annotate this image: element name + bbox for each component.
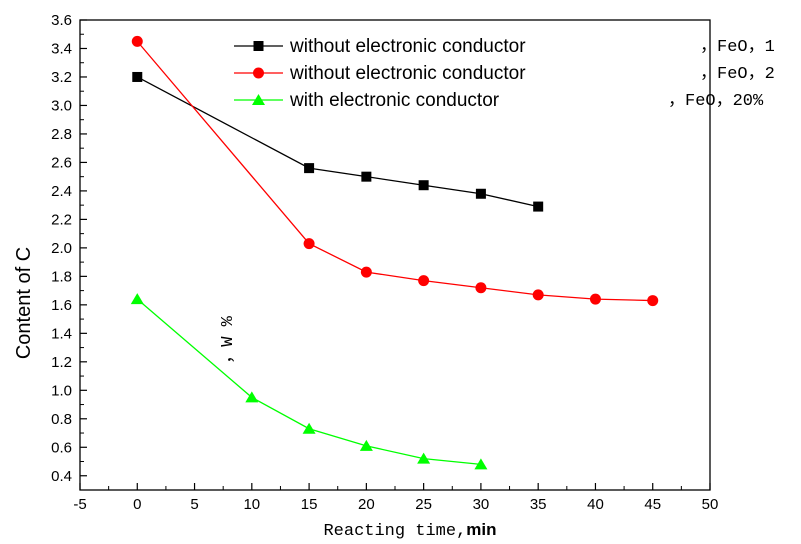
data-point xyxy=(475,282,487,294)
data-point xyxy=(474,458,488,470)
y-tick-label: 0.6 xyxy=(51,439,72,456)
y-tick-label: 2.2 xyxy=(51,211,72,228)
legend-marker xyxy=(253,67,264,79)
y-unit-note: ，W % xyxy=(219,315,238,363)
legend-entry-1: without electronic conductor ，FeO，1 xyxy=(234,36,775,57)
y-axis-label: Content of C xyxy=(13,247,35,359)
x-axis-label: Reacting time,min xyxy=(323,520,496,541)
y-tick-label: 1.6 xyxy=(51,297,72,314)
legend-suffix: ，FeO，1 xyxy=(700,38,775,57)
y-tick-label: 0.8 xyxy=(51,411,72,428)
y-tick-label: 2.0 xyxy=(51,240,72,257)
x-tick-label: 40 xyxy=(587,496,604,513)
data-point xyxy=(532,289,544,301)
x-tick-label: 20 xyxy=(358,496,375,513)
data-point xyxy=(418,275,430,287)
x-axis-label-main: Reacting time, xyxy=(323,522,466,541)
y-tick-label: 2.4 xyxy=(51,183,72,200)
y-tick-label: 3.2 xyxy=(51,69,72,86)
data-point xyxy=(475,188,486,199)
data-point xyxy=(359,439,373,451)
y-tick-label: 1.4 xyxy=(51,325,72,342)
series-2 xyxy=(131,35,659,307)
x-tick-label: 30 xyxy=(473,496,490,513)
y-tick-label: 1.0 xyxy=(51,382,72,399)
legend-label: with electronic conductor xyxy=(289,90,500,111)
y-tick-label: 0.4 xyxy=(51,468,72,485)
x-tick-label: 35 xyxy=(530,496,547,513)
data-point xyxy=(418,180,429,191)
series-3 xyxy=(130,293,488,470)
x-tick-label: 15 xyxy=(301,496,318,513)
legend-suffix: ，FeO，20% xyxy=(668,92,764,111)
x-tick-label: 5 xyxy=(190,496,198,513)
data-point xyxy=(245,391,259,403)
data-point xyxy=(304,163,315,174)
legend-suffix: ，FeO，2 xyxy=(700,65,775,84)
data-point xyxy=(533,201,544,212)
series-line xyxy=(136,298,481,466)
data-point xyxy=(360,266,372,278)
data-point xyxy=(589,293,601,305)
y-tick-label: 2.8 xyxy=(51,126,72,143)
x-tick-label: -5 xyxy=(73,496,86,513)
x-tick-label: 10 xyxy=(243,496,260,513)
data-point xyxy=(647,295,659,307)
data-point xyxy=(132,71,143,82)
legend-label: without electronic conductor xyxy=(289,36,526,57)
y-tick-label: 1.8 xyxy=(51,268,72,285)
y-tick-label: 3.4 xyxy=(51,40,72,57)
legend-marker xyxy=(252,94,265,105)
legend: without electronic conductor ，FeO，1withou… xyxy=(234,36,775,111)
data-point xyxy=(361,171,372,182)
y-tick-label: 3.6 xyxy=(51,12,72,29)
x-tick-label: 0 xyxy=(133,496,141,513)
y-tick-label: 2.6 xyxy=(51,154,72,171)
series-line xyxy=(136,76,539,208)
legend-entry-2: without electronic conductor ，FeO，2 xyxy=(234,63,775,84)
data-point xyxy=(302,422,316,434)
data-point xyxy=(417,452,431,464)
series-layer xyxy=(130,35,659,470)
x-axis-ticks: -5 0 5 10 15 20 25 30 35 40 45 50 xyxy=(73,483,718,513)
x-tick-label: 25 xyxy=(415,496,432,513)
series-line xyxy=(136,40,653,302)
x-tick-label: 45 xyxy=(644,496,661,513)
data-point xyxy=(131,35,143,47)
y-tick-label: 1.2 xyxy=(51,354,72,371)
x-tick-label: 50 xyxy=(702,496,719,513)
data-point xyxy=(303,238,315,250)
legend-entry-3: with electronic conductor ，FeO，20% xyxy=(234,90,764,111)
series-1 xyxy=(132,71,544,212)
data-point xyxy=(130,293,144,305)
y-tick-label: 3.0 xyxy=(51,97,72,114)
legend-label: without electronic conductor xyxy=(289,63,526,84)
x-axis-label-unit: min xyxy=(466,520,496,539)
y-axis-ticks: 0.4 0.6 0.8 1.0 1.2 1.4 1.6 1.8 2.0 2.2 2.4 2.6 2.8 3… xyxy=(51,12,87,491)
legend-marker xyxy=(253,41,264,51)
